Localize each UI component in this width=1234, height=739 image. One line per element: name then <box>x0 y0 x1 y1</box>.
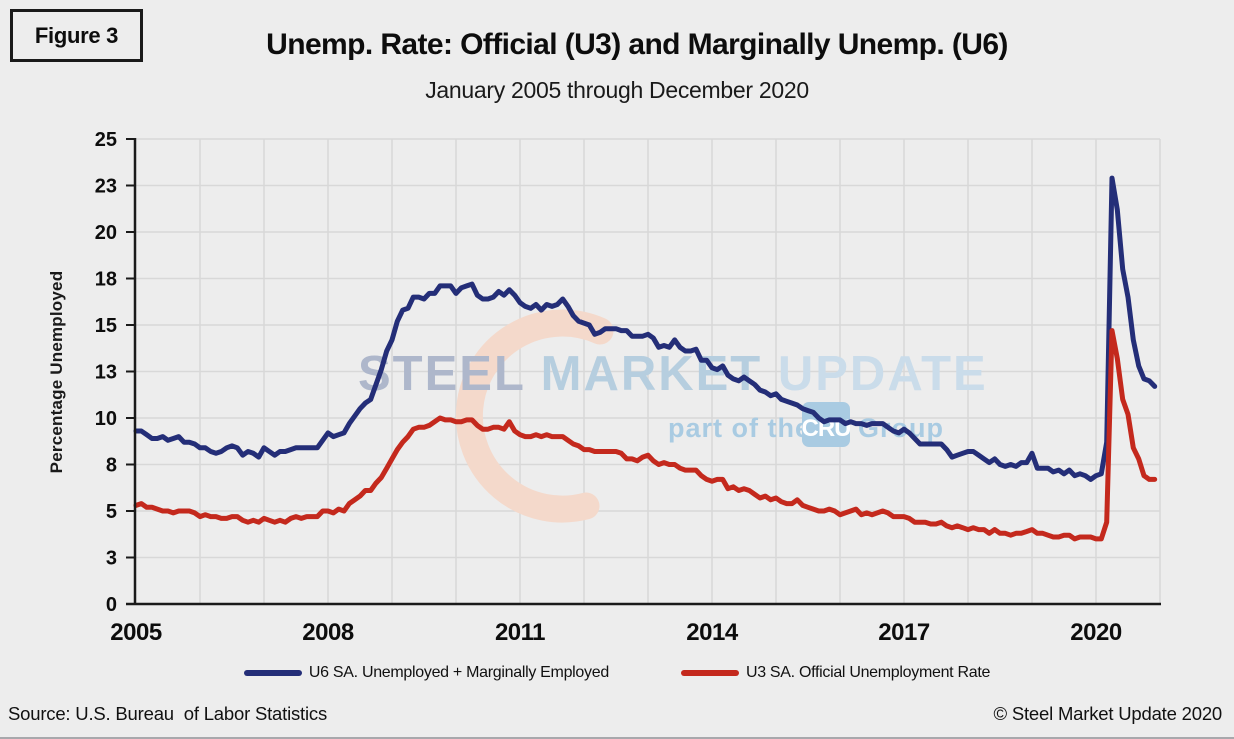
chart-title: Unemp. Rate: Official (U3) and Marginall… <box>266 28 1008 61</box>
y-tick-label: 18 <box>95 269 117 291</box>
figure-label: Figure 3 <box>34 22 119 48</box>
y-tick-label: 23 <box>95 176 117 198</box>
legend-label-u3: U3 SA. Official Unemployment Rate <box>745 664 991 681</box>
axis-tick-labels: 0 3 5 8 10 13 15 18 20 23 25 2005 2008 2011 2014 2017 20… <box>95 129 1123 646</box>
x-tick-label: 2011 <box>495 619 545 646</box>
x-tick-label: 2014 <box>686 619 739 646</box>
x-tick-label: 2008 <box>302 619 354 646</box>
u6-line-swatch-icon <box>243 670 302 676</box>
source-note: Source: U.S. Bureau of Labor Statistics <box>8 703 327 724</box>
x-tick-label: 2020 <box>1070 619 1122 646</box>
legend-label-u6: U6 SA. Unemployed + Marginally Employed <box>308 664 609 681</box>
chart-legend: U6 SA. Unemployed + Marginally Employed … <box>0 664 1234 682</box>
y-tick-label: 5 <box>106 501 117 523</box>
bottom-divider <box>0 737 1234 739</box>
legend-item-u6: U6 SA. Unemployed + Marginally Employed <box>243 664 609 682</box>
copyright-note: © Steel Market Update 2020 <box>993 703 1222 724</box>
figure-label-box: Figure 3 <box>10 9 143 62</box>
y-tick-label: 8 <box>106 455 117 477</box>
y-tick-label: 3 <box>106 548 117 570</box>
watermark-tagline-suffix: Group <box>858 413 944 443</box>
u3-line <box>133 328 1158 542</box>
u3-line-swatch-icon <box>680 670 739 676</box>
x-tick-label: 2017 <box>878 619 930 646</box>
legend-item-u3: U3 SA. Official Unemployment Rate <box>680 664 991 682</box>
smu-swoosh-icon <box>455 309 614 523</box>
x-tick-label: 2005 <box>110 619 162 646</box>
y-tick-label: 20 <box>95 222 117 244</box>
watermark-tagline-prefix: part of the <box>668 413 811 443</box>
u6-line <box>133 175 1158 482</box>
axes <box>126 138 1161 606</box>
y-tick-label: 15 <box>95 315 117 337</box>
series-lines <box>133 175 1158 542</box>
y-tick-label: 25 <box>95 129 117 151</box>
gridlines <box>136 138 1161 604</box>
chart-subtitle: January 2005 through December 2020 <box>425 77 809 103</box>
y-tick-label: 0 <box>106 594 117 616</box>
watermark-text: STEEL MARKET UPDATE <box>358 347 988 401</box>
y-tick-label: 10 <box>95 408 117 430</box>
y-tick-label: 13 <box>95 362 117 384</box>
